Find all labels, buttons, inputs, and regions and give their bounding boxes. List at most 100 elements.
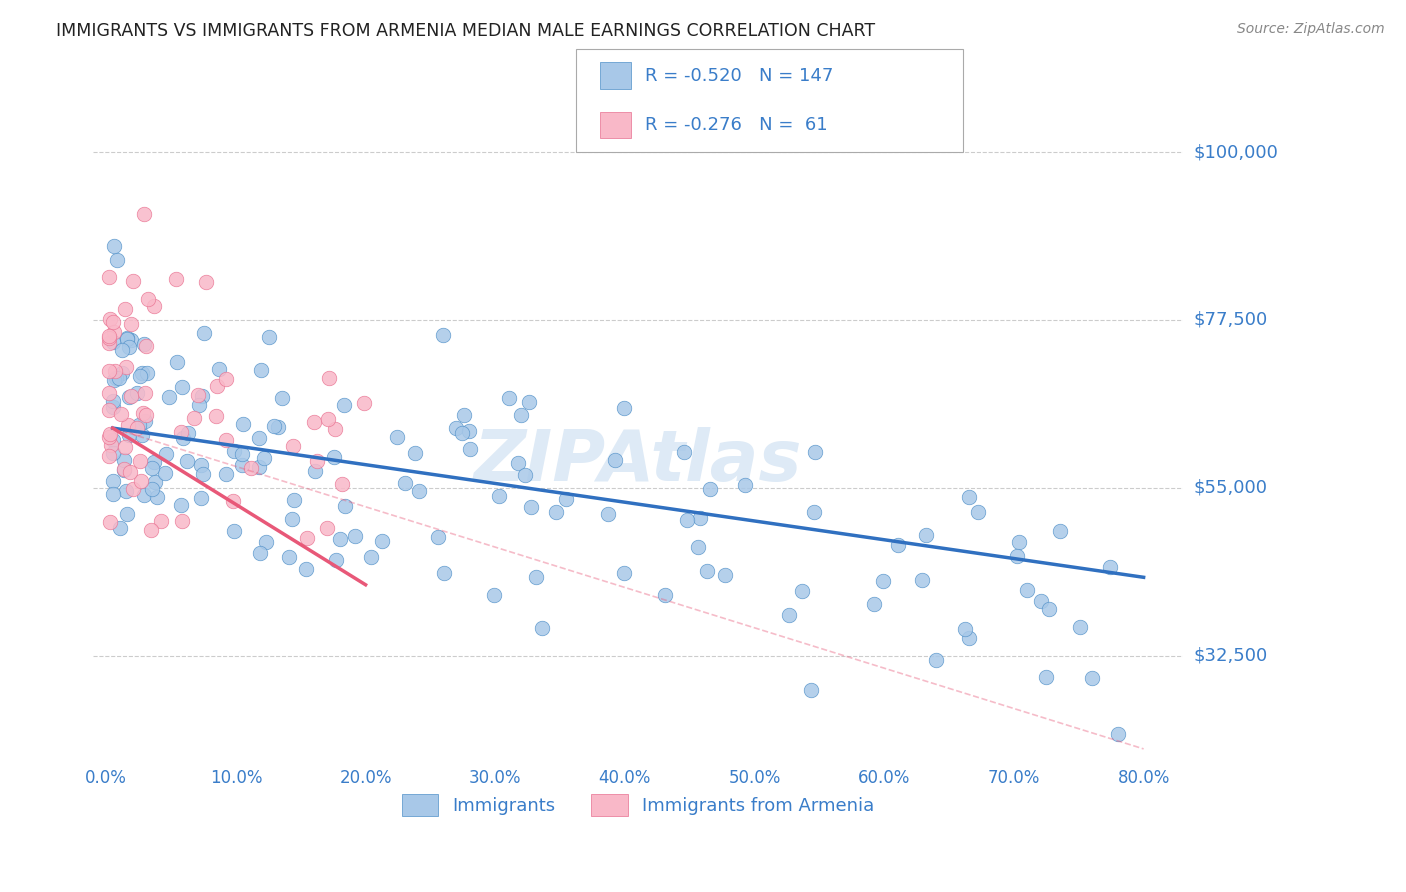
Point: [1049, 524, 1071, 538]
Point: [488, 489, 510, 503]
Point: [111, 343, 134, 357]
Text: R = -0.520   N = 147: R = -0.520 N = 147: [645, 67, 834, 85]
Point: [911, 574, 934, 588]
Point: [98, 328, 121, 343]
Point: [142, 455, 165, 469]
Point: [510, 408, 533, 422]
Point: [1069, 620, 1091, 634]
Point: [117, 417, 139, 432]
Point: [172, 432, 194, 446]
Point: [141, 460, 163, 475]
Point: [1008, 534, 1031, 549]
Point: [959, 631, 981, 645]
Point: [222, 524, 245, 538]
Point: [426, 530, 449, 544]
Point: [1035, 670, 1057, 684]
Point: [432, 328, 454, 343]
Point: [155, 447, 177, 461]
Point: [253, 451, 276, 466]
Point: [457, 424, 479, 438]
Point: [108, 371, 131, 385]
Point: [294, 562, 316, 576]
Point: [259, 330, 281, 344]
Point: [101, 315, 124, 329]
Point: [231, 447, 253, 461]
Point: [283, 493, 305, 508]
Point: [188, 398, 211, 412]
Point: [333, 499, 356, 513]
Point: [190, 389, 212, 403]
Point: [131, 366, 153, 380]
Point: [114, 484, 136, 499]
Point: [360, 550, 382, 565]
Point: [800, 683, 823, 698]
Point: [1038, 602, 1060, 616]
Point: [150, 514, 173, 528]
Text: $32,500: $32,500: [1194, 647, 1268, 665]
Point: [1098, 559, 1121, 574]
Point: [318, 371, 340, 385]
Text: $55,000: $55,000: [1194, 479, 1268, 497]
Point: [117, 507, 139, 521]
Point: [110, 407, 132, 421]
Point: [193, 467, 215, 481]
Point: [105, 252, 128, 267]
Point: [915, 527, 938, 541]
Point: [1107, 727, 1129, 741]
Point: [153, 466, 176, 480]
Point: [689, 511, 711, 525]
Point: [190, 458, 212, 472]
Point: [387, 430, 409, 444]
Point: [283, 439, 305, 453]
Point: [120, 333, 142, 347]
Point: [165, 271, 187, 285]
Point: [484, 588, 506, 602]
Text: ZIPAtlas: ZIPAtlas: [474, 427, 803, 496]
Point: [508, 456, 530, 470]
Point: [128, 454, 150, 468]
Point: [141, 482, 163, 496]
Point: [170, 498, 193, 512]
Point: [803, 505, 825, 519]
Point: [193, 326, 215, 341]
Point: [613, 566, 636, 580]
Point: [114, 440, 136, 454]
Point: [97, 270, 120, 285]
Point: [1081, 672, 1104, 686]
Point: [101, 487, 124, 501]
Point: [97, 331, 120, 345]
Point: [278, 549, 301, 564]
Point: [103, 373, 125, 387]
Point: [329, 533, 352, 547]
Point: [221, 493, 243, 508]
Point: [142, 299, 165, 313]
Point: [135, 339, 157, 353]
Point: [114, 301, 136, 316]
Point: [215, 372, 238, 386]
Point: [97, 335, 120, 350]
Point: [714, 568, 737, 582]
Point: [125, 421, 148, 435]
Point: [613, 401, 636, 416]
Point: [98, 312, 121, 326]
Point: [654, 588, 676, 602]
Point: [967, 505, 990, 519]
Point: [322, 450, 344, 464]
Text: IMMIGRANTS VS IMMIGRANTS FROM ARMENIA MEDIAN MALE EARNINGS CORRELATION CHART: IMMIGRANTS VS IMMIGRANTS FROM ARMENIA ME…: [56, 22, 876, 40]
Point: [115, 331, 138, 345]
Point: [103, 325, 125, 339]
Point: [104, 371, 127, 385]
Point: [307, 454, 329, 468]
Point: [98, 515, 121, 529]
Point: [696, 565, 718, 579]
Point: [863, 597, 886, 611]
Point: [451, 426, 474, 441]
Point: [302, 415, 325, 429]
Point: [304, 464, 326, 478]
Point: [122, 482, 145, 496]
Point: [240, 461, 263, 475]
Point: [1015, 582, 1038, 597]
Legend: Immigrants, Immigrants from Armenia: Immigrants, Immigrants from Armenia: [394, 787, 882, 823]
Point: [104, 364, 127, 378]
Point: [103, 446, 125, 460]
